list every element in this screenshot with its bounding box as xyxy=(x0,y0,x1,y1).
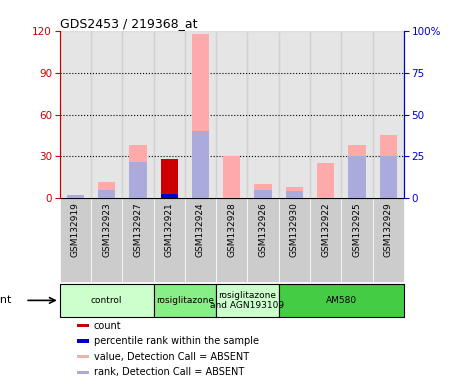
Bar xyxy=(216,198,247,282)
Bar xyxy=(216,31,247,198)
Text: control: control xyxy=(91,296,123,305)
Bar xyxy=(77,339,90,343)
Text: GSM132929: GSM132929 xyxy=(384,202,393,257)
Bar xyxy=(98,190,115,198)
Bar xyxy=(380,136,397,198)
Bar xyxy=(310,198,341,282)
Bar xyxy=(154,284,216,317)
Bar xyxy=(91,31,122,198)
Bar xyxy=(341,198,373,282)
Bar xyxy=(122,31,154,198)
Bar xyxy=(60,31,91,198)
Bar xyxy=(129,162,146,198)
Bar xyxy=(192,33,209,198)
Bar xyxy=(216,284,279,317)
Bar xyxy=(286,191,303,198)
Text: GSM132919: GSM132919 xyxy=(71,202,80,257)
Bar xyxy=(91,198,122,282)
Bar xyxy=(122,198,154,282)
Bar xyxy=(67,195,84,198)
Text: GSM132926: GSM132926 xyxy=(258,202,268,257)
Text: GSM132927: GSM132927 xyxy=(134,202,142,257)
Bar xyxy=(279,31,310,198)
Text: GSM132925: GSM132925 xyxy=(353,202,362,257)
Text: GSM132928: GSM132928 xyxy=(227,202,236,257)
Text: agent: agent xyxy=(0,295,11,305)
Bar xyxy=(77,371,90,374)
Text: GSM132930: GSM132930 xyxy=(290,202,299,257)
Bar xyxy=(161,159,178,198)
Bar xyxy=(286,187,303,198)
Bar xyxy=(247,31,279,198)
Bar xyxy=(154,198,185,282)
Bar xyxy=(247,198,279,282)
Bar xyxy=(129,145,146,198)
Bar xyxy=(254,184,272,198)
Bar xyxy=(192,131,209,198)
Text: GDS2453 / 219368_at: GDS2453 / 219368_at xyxy=(60,17,197,30)
Bar xyxy=(380,156,397,198)
Bar xyxy=(77,355,90,359)
Text: GSM132922: GSM132922 xyxy=(321,202,330,257)
Text: AM580: AM580 xyxy=(326,296,357,305)
Bar xyxy=(279,284,404,317)
Bar xyxy=(98,182,115,198)
Text: value, Detection Call = ABSENT: value, Detection Call = ABSENT xyxy=(94,352,249,362)
Bar xyxy=(317,163,334,198)
Bar xyxy=(60,284,154,317)
Bar xyxy=(279,198,310,282)
Text: count: count xyxy=(94,321,121,331)
Bar xyxy=(154,31,185,198)
Text: percentile rank within the sample: percentile rank within the sample xyxy=(94,336,259,346)
Bar xyxy=(348,145,365,198)
Text: rosiglitazone: rosiglitazone xyxy=(156,296,214,305)
Text: rosiglitazone
and AGN193109: rosiglitazone and AGN193109 xyxy=(210,291,285,310)
Bar xyxy=(185,198,216,282)
Bar xyxy=(348,156,365,198)
Bar xyxy=(254,190,272,198)
Bar xyxy=(223,156,241,198)
Bar xyxy=(185,31,216,198)
Bar xyxy=(77,324,90,327)
Bar xyxy=(373,31,404,198)
Bar xyxy=(310,31,341,198)
Bar xyxy=(341,31,373,198)
Bar xyxy=(161,194,178,198)
Bar xyxy=(373,198,404,282)
Bar xyxy=(60,198,91,282)
Text: rank, Detection Call = ABSENT: rank, Detection Call = ABSENT xyxy=(94,367,244,377)
Text: GSM132921: GSM132921 xyxy=(165,202,174,257)
Text: GSM132923: GSM132923 xyxy=(102,202,111,257)
Text: GSM132924: GSM132924 xyxy=(196,202,205,257)
